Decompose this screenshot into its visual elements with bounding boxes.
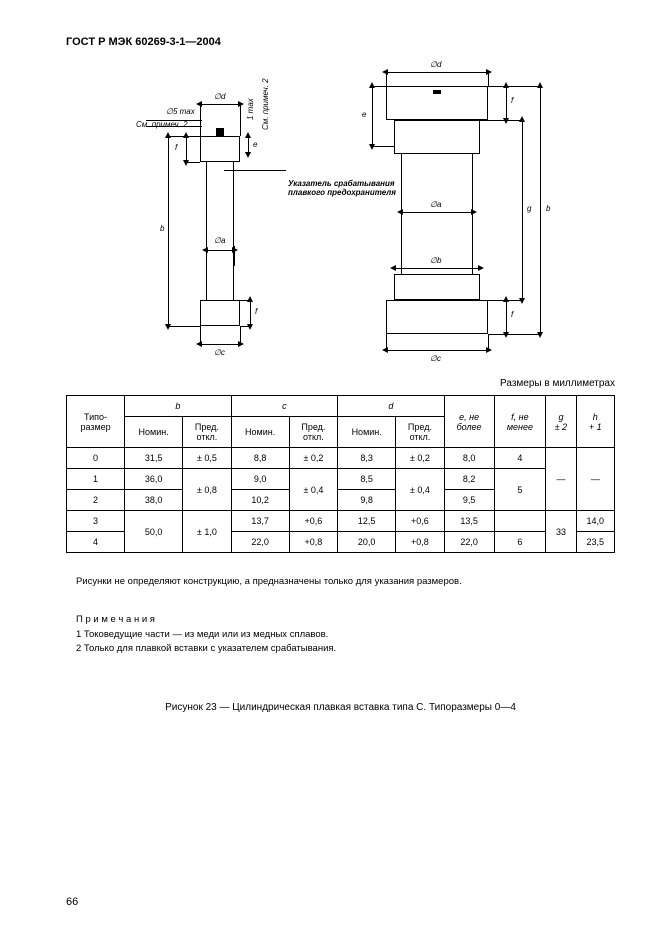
th-nom3: Номин. [338, 417, 396, 448]
th-e: e, неболее [444, 396, 494, 448]
dim-f-left2: f [255, 307, 257, 316]
dim-phia-right: ∅a [430, 200, 441, 209]
dim-phic-right: ∅c [430, 354, 441, 363]
notes-heading: П р и м е ч а н и я [76, 613, 615, 627]
callout-line1: Указатель срабатывания [288, 179, 395, 188]
note2-ref-vert: См. примеч. 2 [261, 78, 270, 130]
th-tol3: Пред.откл. [396, 417, 444, 448]
dim-phib-right: ∅b [430, 256, 441, 265]
dim-phic-left: ∅c [214, 348, 225, 357]
units-label: Размеры в миллиметрах [66, 378, 615, 389]
th-f: f, неменее [494, 396, 546, 448]
dim-f-left: f [175, 143, 177, 152]
one-max-label: 1 max [246, 98, 255, 120]
engineering-drawing: f b f ∅a ∅c ∅d ∅5 max См. примеч. 2 [66, 60, 615, 370]
th-nom1: Номин. [125, 417, 183, 448]
th-h: h+ 1 [576, 396, 614, 448]
dim-f-right-top: f [511, 96, 513, 105]
document-header: ГОСТ Р МЭК 60269-3-1—2004 [66, 36, 615, 48]
page-number: 66 [66, 896, 78, 908]
th-b: b [125, 396, 232, 417]
note2-ref-left: См. примеч. 2 [136, 120, 188, 129]
th-size: Типо- размер [67, 396, 125, 448]
dim-phid-right: ∅d [430, 60, 441, 69]
th-tol2: Пред.откл. [289, 417, 337, 448]
dim-f-right-bot: f [511, 310, 513, 319]
dim-phia-left: ∅a [214, 236, 225, 245]
dim-phi5: ∅5 max [166, 107, 195, 116]
dim-g-right: g [527, 204, 531, 213]
th-g: g± 2 [546, 396, 576, 448]
construction-note: Рисунки не определяют конструкцию, а пре… [76, 575, 615, 589]
dim-e-left: e [253, 140, 257, 149]
th-d: d [338, 396, 445, 417]
indicator-callout: Указатель срабатывания плавкого предохра… [288, 180, 418, 198]
table-row: 3 50,0 ± 1,0 13,7 +0,6 12,5 +0,6 13,5 33… [67, 511, 615, 532]
page: ГОСТ Р МЭК 60269-3-1—2004 f b f ∅a [0, 0, 661, 936]
dimensions-table: Типо- размер b c d e, неболее f, неменее… [66, 395, 615, 553]
dim-b-left: b [160, 224, 164, 233]
th-tol1: Пред.откл. [183, 417, 231, 448]
note-2: 2 Только для плавкой вставки с указателе… [76, 642, 615, 656]
th-c: c [231, 396, 338, 417]
table-row: 0 31,5 ± 0,5 8,8 ± 0,2 8,3 ± 0,2 8,0 4 —… [67, 448, 615, 469]
dim-b-right: b [546, 204, 550, 213]
th-nom2: Номин. [231, 417, 289, 448]
note-1: 1 Токоведущие части — из меди или из мед… [76, 628, 615, 642]
callout-line2: плавкого предохранителя [288, 188, 396, 197]
dim-phid-left: ∅d [214, 92, 225, 101]
dim-e-right: e [362, 110, 366, 119]
notes-block: П р и м е ч а н и я 1 Токоведущие части … [76, 613, 615, 656]
figure-caption: Рисунок 23 — Цилиндрическая плавкая вста… [66, 702, 615, 713]
table-row: 1 36,0 ± 0,8 9,0 ± 0,4 8,5 ± 0,4 8,2 5 [67, 469, 615, 490]
